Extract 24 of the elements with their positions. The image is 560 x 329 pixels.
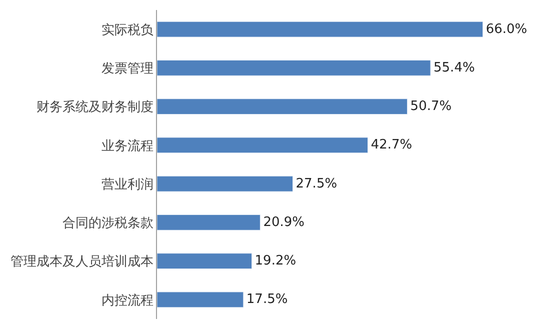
y-tick-label: 业务流程 — [101, 138, 154, 154]
bar — [157, 60, 431, 76]
y-tick-label: 营业利润 — [101, 177, 154, 192]
y-tick-label: 管理成本及人员培训成本 — [10, 254, 154, 270]
y-tick-label: 财务系统及财务制度 — [36, 99, 154, 116]
y-tick-label: 发票管理 — [101, 61, 154, 76]
bar — [157, 253, 252, 270]
bar — [157, 21, 484, 38]
bar — [157, 137, 368, 154]
y-tick-label: 实际税负 — [101, 22, 154, 38]
bar — [157, 214, 260, 230]
data-label: 20.9% — [263, 214, 305, 230]
bar — [157, 176, 294, 192]
data-label: 55.4% — [434, 60, 475, 76]
bar — [157, 98, 408, 115]
y-tick-label: 合同的涉税条款 — [62, 216, 154, 231]
data-label: 17.5% — [246, 292, 288, 308]
y-tick-label: 内控流程 — [101, 292, 154, 308]
data-label: 66.0% — [486, 22, 528, 37]
data-label: 19.2% — [254, 254, 296, 269]
data-label: 27.5% — [296, 176, 338, 192]
data-label: 50.7% — [410, 99, 452, 114]
data-label: 42.7% — [370, 138, 412, 153]
bar — [157, 292, 244, 308]
